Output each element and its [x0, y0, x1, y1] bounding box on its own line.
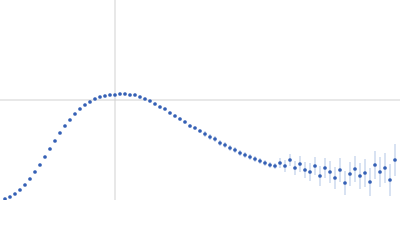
data-point	[213, 137, 217, 141]
data-point	[163, 107, 167, 111]
data-point	[323, 166, 327, 170]
data-point	[148, 99, 152, 103]
data-point	[223, 143, 227, 147]
data-point	[73, 112, 77, 116]
data-point	[328, 170, 332, 174]
data-point	[68, 118, 72, 122]
data-point	[278, 161, 282, 165]
data-point	[193, 126, 197, 130]
data-point	[48, 147, 52, 151]
data-point	[228, 146, 232, 150]
data-point	[133, 93, 137, 97]
data-point	[123, 92, 127, 96]
data-point	[343, 181, 347, 185]
data-point	[93, 97, 97, 101]
data-point	[233, 148, 237, 152]
data-point	[53, 139, 57, 143]
data-point	[178, 117, 182, 121]
data-point	[358, 174, 362, 178]
data-point	[78, 107, 82, 111]
data-point	[173, 114, 177, 118]
data-point	[113, 93, 117, 97]
data-point	[3, 197, 7, 200]
data-point	[188, 124, 192, 128]
data-point	[43, 155, 47, 159]
data-point	[353, 167, 357, 171]
data-point	[28, 177, 32, 181]
data-point	[208, 135, 212, 139]
data-point	[103, 94, 107, 98]
data-point	[183, 120, 187, 124]
data-point	[168, 111, 172, 115]
data-point	[98, 95, 102, 99]
data-point	[138, 95, 142, 99]
data-point	[88, 100, 92, 104]
data-point	[218, 141, 222, 145]
data-point	[128, 93, 132, 97]
data-point	[333, 176, 337, 180]
data-point	[108, 93, 112, 97]
data-point	[58, 131, 62, 135]
data-point	[13, 192, 17, 196]
data-point	[253, 157, 257, 161]
data-point	[293, 166, 297, 170]
data-point	[153, 102, 157, 106]
data-point	[268, 163, 272, 167]
page: (() => { const data = JSON.parse(documen…	[0, 0, 400, 200]
data-point	[318, 174, 322, 178]
data-point	[158, 105, 162, 109]
data-point	[338, 168, 342, 172]
data-point	[313, 164, 317, 168]
data-point	[283, 164, 287, 168]
data-point	[118, 92, 122, 96]
data-point	[243, 153, 247, 157]
data-point	[143, 97, 147, 101]
data-point	[298, 162, 302, 166]
data-point	[38, 163, 42, 167]
data-point	[373, 163, 377, 167]
data-point	[18, 188, 22, 192]
data-point	[393, 158, 397, 162]
data-point	[288, 158, 292, 162]
data-point	[308, 170, 312, 174]
data-point	[263, 161, 267, 165]
data-point	[248, 155, 252, 159]
data-point	[388, 178, 392, 182]
data-point	[198, 129, 202, 133]
data-point	[63, 124, 67, 128]
data-point	[23, 183, 27, 187]
data-point	[33, 170, 37, 174]
data-point	[378, 170, 382, 174]
data-point	[273, 164, 277, 168]
data-point	[348, 172, 352, 176]
chart	[0, 0, 400, 200]
data-point	[83, 103, 87, 107]
data-point	[383, 166, 387, 170]
data-point	[258, 159, 262, 163]
data-point	[363, 171, 367, 175]
data-point	[203, 132, 207, 136]
data-point	[368, 180, 372, 184]
data-point	[303, 168, 307, 172]
data-point	[238, 151, 242, 155]
data-point	[8, 195, 12, 199]
